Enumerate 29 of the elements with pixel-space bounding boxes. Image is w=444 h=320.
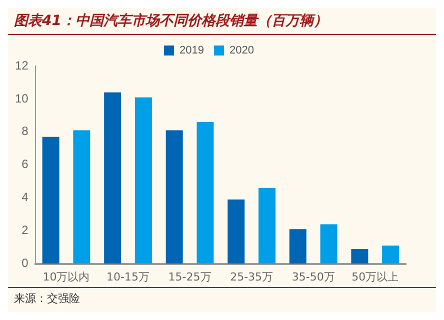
bar xyxy=(73,130,90,264)
bar xyxy=(320,224,338,264)
bar xyxy=(134,97,152,264)
bar xyxy=(289,229,306,264)
bar xyxy=(166,130,183,264)
bar xyxy=(228,200,245,264)
bar xyxy=(258,188,276,264)
y-tick-label: 2 xyxy=(22,223,29,238)
source-note: 来源：交强险 xyxy=(14,291,81,306)
legend-label: 2020 xyxy=(230,44,254,57)
y-tick-label: 12 xyxy=(14,58,29,72)
x-tick-label: 25-35万 xyxy=(230,270,274,284)
bar xyxy=(196,122,214,264)
x-tick-label: 10万以内 xyxy=(42,270,90,284)
chart-title: 图表41：中国汽车市场不同价格段销量（百万辆） xyxy=(8,8,436,35)
bar xyxy=(351,248,368,264)
y-tick-label: 0 xyxy=(22,256,29,270)
y-tick-label: 4 xyxy=(22,190,29,204)
x-tick-label: 10-15万 xyxy=(106,270,150,284)
legend-label: 2019 xyxy=(180,44,204,57)
bar xyxy=(42,136,60,264)
y-tick-label: 6 xyxy=(22,157,29,172)
y-tick-label: 10 xyxy=(14,91,29,106)
bar xyxy=(104,92,122,264)
bar xyxy=(382,246,400,264)
x-tick-label: 35-50万 xyxy=(292,270,335,284)
y-tick-label: 8 xyxy=(22,124,29,138)
x-tick-label: 50万以上 xyxy=(352,270,399,284)
x-tick-label: 15-25万 xyxy=(168,270,212,284)
